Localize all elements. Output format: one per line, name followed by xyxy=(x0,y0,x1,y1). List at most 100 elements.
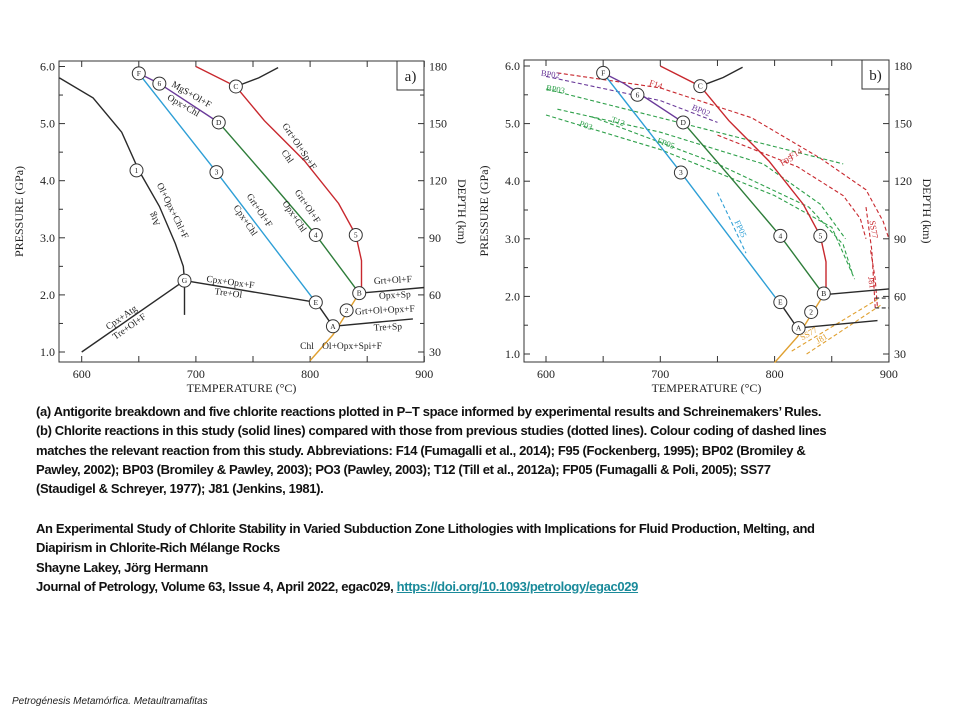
reaction-line-a xyxy=(797,319,878,329)
x-tick-label: 600 xyxy=(537,367,555,381)
panel-b: 600 700 800 900 1.0 2.0 3.0 4.0 5.0 6.0 30 60 90 120 1… xyxy=(477,59,934,395)
node-circle xyxy=(211,115,226,130)
node-5: 5 xyxy=(813,228,828,243)
y-tick-label: 5.0 xyxy=(40,117,55,131)
node-circle xyxy=(177,273,192,288)
reaction-label: Chl xyxy=(279,148,295,165)
dashed-bp03 xyxy=(545,88,844,165)
panel-a: 600 700 800 900 1.0 2.0 3.0 4.0 5.0 6.0 30 60 90 120 1… xyxy=(12,60,469,396)
y2-tick-label: 30 xyxy=(894,347,906,361)
panel-tag-box xyxy=(396,60,425,91)
x-tick-label: 900 xyxy=(880,367,898,381)
y2-tick-label: 150 xyxy=(894,117,912,131)
node-label: C xyxy=(698,82,703,91)
node-B: B xyxy=(352,286,367,301)
node-label: B xyxy=(821,289,826,298)
node-circle xyxy=(129,163,144,178)
node-E: E xyxy=(308,295,323,310)
node-circle xyxy=(131,66,146,81)
node-C: C xyxy=(228,79,243,94)
node-circle xyxy=(348,227,363,242)
node-label: A xyxy=(796,324,802,333)
node-label: 6 xyxy=(636,90,640,99)
node-6: 6 xyxy=(630,87,645,102)
article-title-line: An Experimental Study of Chlorite Stabil… xyxy=(36,521,815,536)
y-tick-label: 6.0 xyxy=(40,60,55,74)
y-tick-label: 1.0 xyxy=(40,345,55,359)
plot-frame xyxy=(523,59,890,363)
node-circle xyxy=(813,228,828,243)
article-title-line: Diapirism in Chlorite-Rich Mélange Rocks xyxy=(36,540,280,556)
node-circle xyxy=(804,304,819,319)
node-label: F xyxy=(137,69,141,78)
node-D: D xyxy=(211,115,226,130)
y-tick-label: 2.0 xyxy=(505,289,520,303)
node-label: 5 xyxy=(818,231,822,240)
caption-line: matches the relevant reaction from this … xyxy=(36,442,806,458)
node-label: F xyxy=(601,68,605,77)
doi-link[interactable]: https://doi.org/10.1093/petrology/egac02… xyxy=(396,578,639,594)
node-circle xyxy=(596,65,611,80)
node-label: G xyxy=(182,276,188,285)
y2-tick-label: 120 xyxy=(894,174,912,188)
reaction-label: Grt+Ol+F xyxy=(374,275,413,287)
dashed-fp05-blue xyxy=(717,192,747,254)
y-tick-label: 4.0 xyxy=(505,174,520,188)
reaction-line-cpx-atg xyxy=(81,280,185,353)
y-tick-label: 3.0 xyxy=(40,231,55,245)
node-F: F xyxy=(131,66,146,81)
dashed-ss77 xyxy=(865,207,876,308)
x-tick-label: 800 xyxy=(301,367,319,381)
chlorite-reaction-4 xyxy=(218,122,360,294)
slide-footer: Petrogénesis Metamórfica. Metaultramafit… xyxy=(12,696,208,707)
reaction-line-c xyxy=(235,66,279,88)
reaction-line-c xyxy=(700,66,743,87)
node-label: D xyxy=(680,118,686,127)
dashed-t12 xyxy=(557,108,846,240)
node-label: 4 xyxy=(314,230,318,239)
dashed-p03 xyxy=(545,114,856,280)
node-label: 3 xyxy=(215,168,219,177)
node-label: A xyxy=(330,322,336,331)
chlorite-reaction-4 xyxy=(682,121,825,296)
chlorite-reaction-5 xyxy=(195,65,363,288)
dashed-f95 xyxy=(717,134,867,239)
reaction-label: F14 xyxy=(648,77,664,91)
node-F: F xyxy=(596,65,611,80)
y-tick-label: 2.0 xyxy=(40,288,55,302)
node-circle xyxy=(673,165,688,180)
y2-tick-label: 180 xyxy=(429,60,447,74)
y2-tick-label: 150 xyxy=(429,117,447,131)
reaction-line-b xyxy=(359,286,425,294)
node-label: D xyxy=(216,118,222,127)
chlorite-reaction-6 xyxy=(602,72,684,123)
y2-tick-label: 30 xyxy=(429,345,441,359)
y2-tick-label: 90 xyxy=(894,232,906,246)
node-label: B xyxy=(357,289,362,298)
reaction-label: Grt+Ol+Opx+F xyxy=(355,304,415,317)
node-label: 3 xyxy=(679,168,683,177)
y-tick-label: 5.0 xyxy=(505,117,520,131)
node-circle xyxy=(693,79,708,94)
panel-tag-box xyxy=(861,59,890,90)
node-C: C xyxy=(693,79,708,94)
node-label: 4 xyxy=(778,231,782,240)
y-tick-label: 3.0 xyxy=(505,232,520,246)
node-circle xyxy=(308,295,323,310)
node-circle xyxy=(339,303,354,318)
article-authors: Shayne Lakey, Jörg Hermann xyxy=(36,559,209,575)
dashed-j81-orange xyxy=(806,304,882,355)
article-reference: An Experimental Study of Chlorite Stabil… xyxy=(36,519,815,596)
reaction-label: Chl xyxy=(300,342,314,352)
reaction-label: J81 xyxy=(866,276,878,289)
y-axis-title: PRESSURE (GPa) xyxy=(12,166,26,257)
caption-line: Pawley, 2002); BP03 (Bromiley & Pawley, … xyxy=(36,461,771,477)
node-4: 4 xyxy=(773,228,788,243)
dashed-fp05-green xyxy=(591,116,853,274)
node-label: E xyxy=(314,298,319,307)
node-2: 2 xyxy=(339,303,354,318)
node-B: B xyxy=(816,286,831,301)
node-circle xyxy=(630,87,645,102)
antigorite-curve xyxy=(59,77,186,281)
node-circle xyxy=(152,76,167,91)
